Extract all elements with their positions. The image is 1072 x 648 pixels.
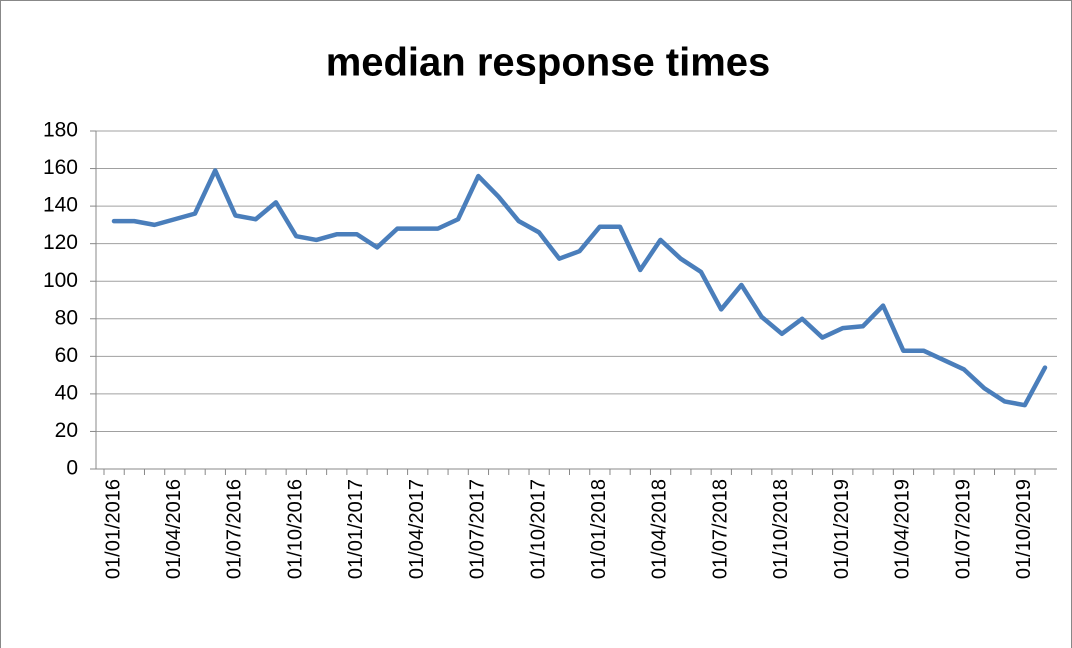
y-tick-label: 120 (43, 231, 78, 254)
x-tick-label: 01/01/2016 (102, 479, 124, 579)
y-tick-label: 140 (43, 194, 78, 217)
chart-title: median response times (326, 41, 771, 85)
x-tick-label: 01/04/2019 (892, 479, 914, 579)
y-tick-label: 180 (43, 119, 78, 142)
y-tick-label: 0 (66, 457, 78, 480)
y-tick-label: 160 (43, 156, 78, 179)
x-tick-label: 01/04/2018 (649, 479, 671, 579)
y-tick-label: 20 (55, 419, 78, 442)
x-tick-label: 01/10/2016 (284, 479, 306, 579)
x-tick-label: 01/04/2016 (163, 479, 185, 579)
y-tick-label: 100 (43, 269, 78, 292)
y-tick-label: 80 (55, 306, 78, 329)
x-tick-label: 01/04/2017 (406, 479, 428, 579)
x-tick-label: 01/07/2018 (709, 479, 731, 579)
x-tick-label: 01/10/2018 (770, 479, 792, 579)
x-tick-label: 01/07/2019 (952, 479, 974, 579)
x-tick-label: 01/01/2017 (345, 479, 367, 579)
data-line (111, 168, 1048, 408)
y-tick-label: 60 (55, 344, 78, 367)
x-tick-label: 01/01/2018 (588, 479, 610, 579)
x-tick-label: 01/10/2019 (1013, 479, 1035, 579)
x-tick-label: 01/07/2016 (224, 479, 246, 579)
x-tick-label: 01/10/2017 (527, 479, 549, 579)
x-tick-label: 01/07/2017 (467, 479, 489, 579)
x-tick-label: 01/01/2019 (831, 479, 853, 579)
y-tick-label: 40 (55, 381, 78, 404)
